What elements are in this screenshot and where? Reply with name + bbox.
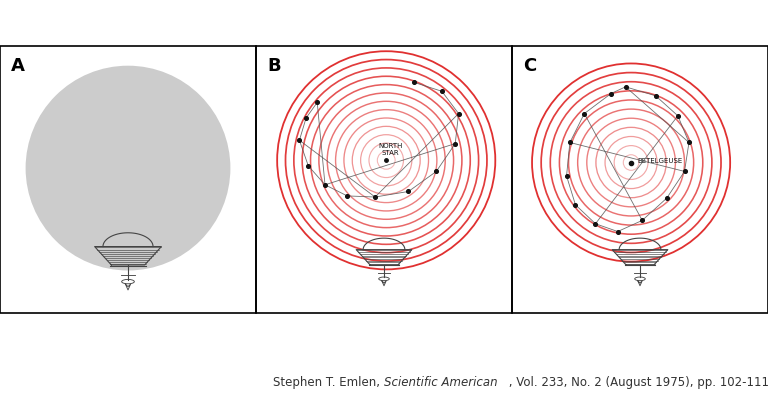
Point: [672, 112, 684, 119]
Point: [430, 168, 442, 175]
Point: [605, 90, 617, 97]
Point: [619, 84, 631, 90]
Point: [683, 139, 695, 146]
Point: [293, 137, 306, 143]
Text: STAR: STAR: [382, 150, 399, 156]
Point: [660, 195, 673, 201]
Point: [435, 88, 448, 95]
Point: [678, 168, 690, 175]
Point: [589, 220, 601, 227]
Bar: [256, 46, 512, 313]
Text: , Vol. 233, No. 2 (August 1975), pp. 102-111: , Vol. 233, No. 2 (August 1975), pp. 102…: [505, 376, 768, 389]
Point: [369, 194, 381, 200]
Point: [564, 139, 576, 146]
Bar: [0, 46, 256, 313]
Point: [611, 228, 624, 235]
Point: [300, 115, 313, 121]
Point: [311, 99, 323, 106]
Point: [636, 217, 648, 224]
Point: [561, 173, 573, 179]
Point: [408, 79, 420, 86]
Text: C: C: [523, 57, 536, 75]
Point: [302, 163, 314, 169]
Text: A: A: [11, 57, 25, 75]
Point: [341, 193, 353, 199]
Point: [578, 110, 591, 117]
Text: Stephen T. Emlen,: Stephen T. Emlen,: [273, 376, 384, 389]
Bar: [512, 46, 768, 313]
Text: BETELGEUSE: BETELGEUSE: [637, 158, 683, 164]
Point: [402, 188, 415, 195]
Text: B: B: [267, 57, 281, 75]
Circle shape: [25, 66, 230, 271]
Point: [449, 140, 462, 147]
Point: [452, 110, 465, 117]
Point: [650, 92, 662, 99]
Point: [319, 182, 331, 188]
Point: [569, 201, 581, 208]
Text: Scientific American: Scientific American: [384, 376, 498, 389]
Text: NORTH: NORTH: [379, 143, 403, 149]
